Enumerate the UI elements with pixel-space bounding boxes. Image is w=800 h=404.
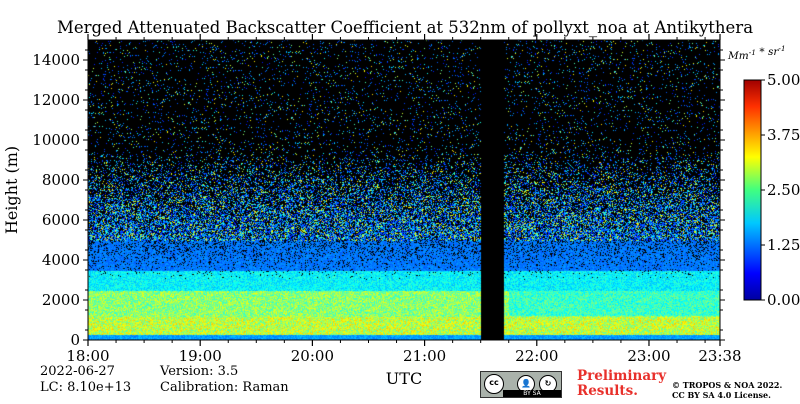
cc-license-badge[interactable]: cc 👤 ↻ BY SA <box>480 371 562 398</box>
y-tick-label-12000: 12000 <box>32 91 80 109</box>
x-tick-label: 18:00 <box>66 347 109 365</box>
colorbar-unit: Mm-1 * sr-1 <box>727 44 786 62</box>
x-tick-label: 23:38 <box>698 347 741 365</box>
y-tick-label-10000: 10000 <box>32 131 80 149</box>
lc-label: LC: 8.10e+13 <box>40 380 132 395</box>
chart-title: Merged Attenuated Backscatter Coefficien… <box>57 18 753 37</box>
copyright-note: © TROPOS & NOA 2022. CC BY SA 4.0 Licens… <box>672 380 782 400</box>
prelim-line1: Preliminary <box>577 368 667 384</box>
cc-icon: cc <box>484 374 504 394</box>
colorbar-tick-label: 5.00 <box>767 71 800 89</box>
y-tick-label-0: 0 <box>70 331 80 349</box>
colorbar-tick-label: 3.75 <box>767 126 800 144</box>
version-label: Version: 3.5 <box>160 364 239 379</box>
date-label: 2022-06-27 <box>40 364 115 379</box>
y-tick-label-4000: 4000 <box>42 251 80 269</box>
y-tick-label-2000: 2000 <box>42 291 80 309</box>
x-axis: 18:00 19:00 20:00 21:00 22:00 23:00 23:38 <box>66 34 742 365</box>
calibration-label: Calibration: Raman <box>160 380 289 395</box>
y-tick-label-6000: 6000 <box>42 211 80 229</box>
colorbar <box>743 79 762 301</box>
colorbar-tick-label: 0.00 <box>767 291 800 309</box>
prelim-line2: Results. <box>577 383 638 399</box>
y-axis: 0 2000 4000 6000 8000 10000 12000 14000 <box>32 49 725 349</box>
y-tick-label-14000: 14000 <box>32 51 80 69</box>
x-tick-label: 23:00 <box>627 347 670 365</box>
colorbar-tick-label: 2.50 <box>767 181 800 199</box>
colorbar-ticks: 0.00 1.25 2.50 3.75 5.00 <box>761 71 800 309</box>
copyright-line1: © TROPOS & NOA 2022. <box>672 380 783 390</box>
x-tick-label: 22:00 <box>515 347 558 365</box>
y-axis-label: Height (m) <box>2 146 21 234</box>
x-tick-label: 20:00 <box>291 347 334 365</box>
y-tick-label-8000: 8000 <box>42 171 80 189</box>
preliminary-results-note: Preliminary Results. <box>577 369 672 399</box>
copyright-line2: CC BY SA 4.0 License. <box>672 390 771 400</box>
colorbar-tick-label: 1.25 <box>767 236 800 254</box>
x-tick-label: 21:00 <box>403 347 446 365</box>
x-axis-label: UTC <box>386 369 422 388</box>
heatmap-area <box>88 40 720 340</box>
x-tick-label: 19:00 <box>179 347 222 365</box>
cc-band-text: BY SA <box>503 390 561 397</box>
